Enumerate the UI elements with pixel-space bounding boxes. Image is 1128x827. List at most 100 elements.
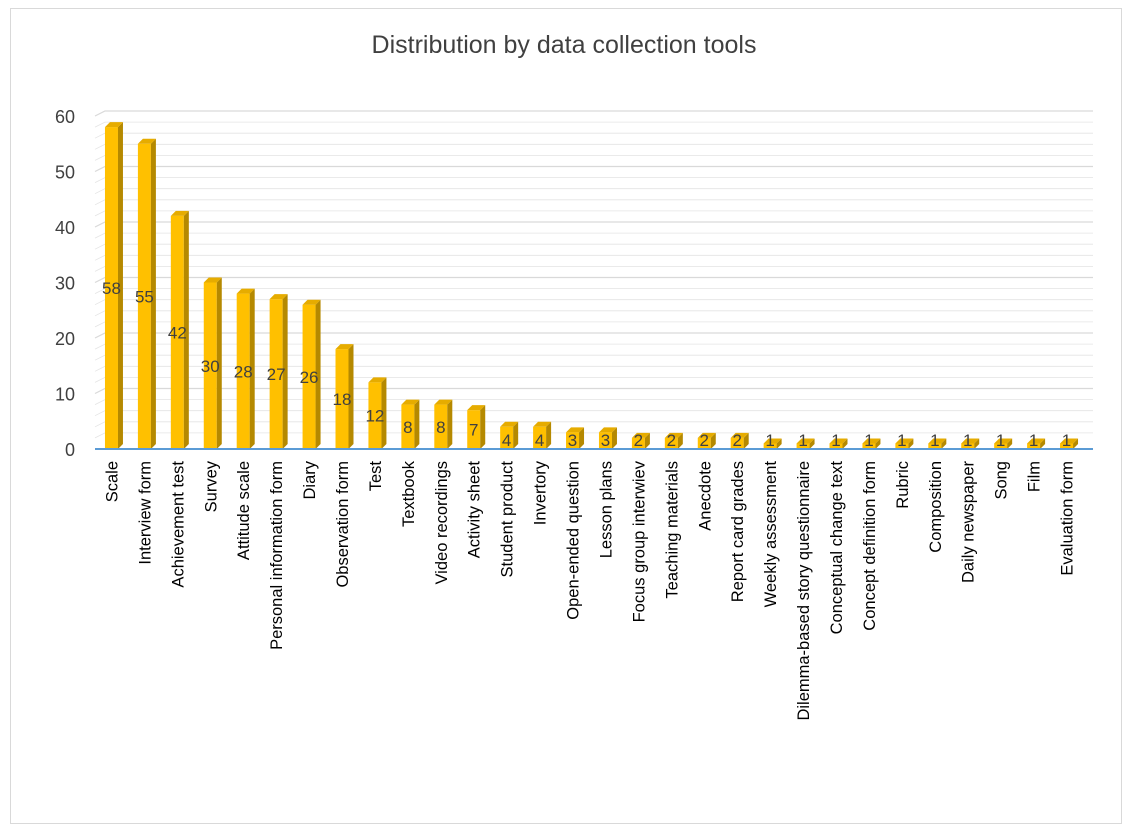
bar-side	[183, 210, 189, 449]
bar-front	[697, 437, 711, 449]
category-label: Anecdote	[696, 461, 714, 531]
y-tick-label: 40	[55, 218, 75, 238]
data-label: 1	[1029, 431, 1038, 450]
bar-side	[842, 438, 848, 449]
data-label: 8	[436, 418, 445, 437]
bar-top	[566, 427, 585, 433]
category-label: Rubric	[894, 461, 912, 509]
category-label: Conceptual change text	[828, 461, 846, 635]
bar-front	[566, 432, 580, 449]
bar-top	[434, 399, 453, 405]
bar	[895, 438, 914, 449]
bar-front	[1060, 443, 1074, 449]
bar-front	[664, 437, 678, 449]
bar	[203, 277, 222, 449]
chart-title: Distribution by data collection tools	[371, 31, 757, 59]
bar-front	[467, 410, 481, 449]
bar	[994, 438, 1013, 449]
bar-side	[743, 432, 749, 449]
category-label: Daily newspaper	[960, 461, 978, 583]
minor-gridline	[94, 188, 1093, 195]
bar	[170, 210, 189, 449]
bar	[500, 421, 519, 449]
data-label: 1	[1062, 431, 1071, 450]
category-label: Observation form	[334, 461, 352, 588]
data-label: 1	[930, 431, 939, 450]
bar-side	[776, 438, 782, 449]
minor-gridline	[94, 265, 1093, 272]
major-gridline	[94, 165, 1093, 173]
data-label: 30	[201, 357, 220, 376]
bar-top	[1060, 438, 1079, 444]
bar-side	[513, 421, 519, 449]
data-label: 1	[996, 431, 1005, 450]
y-axis-ticks: 0 10 20 30 40 50 60	[55, 107, 75, 460]
minor-gridline	[94, 210, 1093, 217]
bar-top	[664, 432, 683, 438]
bar-top	[401, 399, 420, 405]
data-label: 1	[798, 431, 807, 450]
bar-side	[1007, 438, 1013, 449]
bar-side	[809, 438, 815, 449]
bar-front	[598, 432, 612, 449]
data-label: 55	[135, 287, 154, 306]
bar	[335, 344, 354, 449]
bar-top	[203, 277, 222, 283]
bar-side	[414, 399, 420, 449]
bar	[401, 399, 420, 449]
bar-front	[763, 443, 777, 449]
category-label: Scale	[103, 461, 121, 502]
bar-front	[137, 143, 151, 449]
data-label: 1	[864, 431, 873, 450]
data-label: 3	[568, 431, 577, 450]
bar	[664, 432, 683, 449]
data-label: 42	[168, 323, 187, 342]
bar-top	[928, 438, 947, 444]
bar-side	[710, 432, 716, 449]
bar-top	[1027, 438, 1046, 444]
bar-top	[631, 432, 650, 438]
category-label: Teaching materials	[663, 461, 681, 599]
bar-side	[1040, 438, 1046, 449]
bar	[566, 427, 585, 449]
y-tick-label: 60	[55, 107, 75, 127]
bar-top	[829, 438, 848, 444]
bar-top	[500, 421, 519, 427]
category-label: Concept definition form	[861, 461, 879, 631]
bar-side	[546, 421, 552, 449]
minor-gridline	[94, 121, 1093, 128]
minor-gridline	[94, 132, 1093, 139]
bar-front	[434, 404, 448, 449]
bar-front	[302, 304, 316, 449]
bar-top	[895, 438, 914, 444]
bar	[829, 438, 848, 449]
bar	[598, 427, 617, 449]
bar-front	[730, 437, 744, 449]
bars	[104, 122, 1079, 449]
category-label: Report card grades	[729, 461, 747, 602]
bar-front	[335, 349, 349, 449]
data-label: 2	[634, 431, 643, 450]
category-label: Dilemma-based story questionnaire	[795, 461, 813, 721]
category-label: Activity sheet	[466, 461, 484, 559]
bar-front	[104, 127, 118, 449]
bar	[434, 399, 453, 449]
bar-side	[611, 427, 617, 449]
bar-side	[117, 122, 123, 449]
minor-gridline	[94, 154, 1093, 161]
major-gridline	[94, 110, 1093, 117]
minor-gridline	[94, 177, 1093, 183]
data-label: 8	[403, 418, 412, 437]
category-label: Diary	[301, 460, 319, 499]
bar-front	[368, 382, 382, 449]
minor-gridline	[94, 143, 1093, 150]
bar-top	[533, 421, 552, 427]
category-label: Textbook	[400, 460, 418, 527]
bar-top	[467, 405, 486, 411]
category-label: Invertory	[532, 460, 550, 525]
bar	[269, 294, 288, 449]
bar-front	[269, 299, 283, 449]
bar	[730, 432, 749, 449]
major-gridline	[94, 221, 1093, 228]
